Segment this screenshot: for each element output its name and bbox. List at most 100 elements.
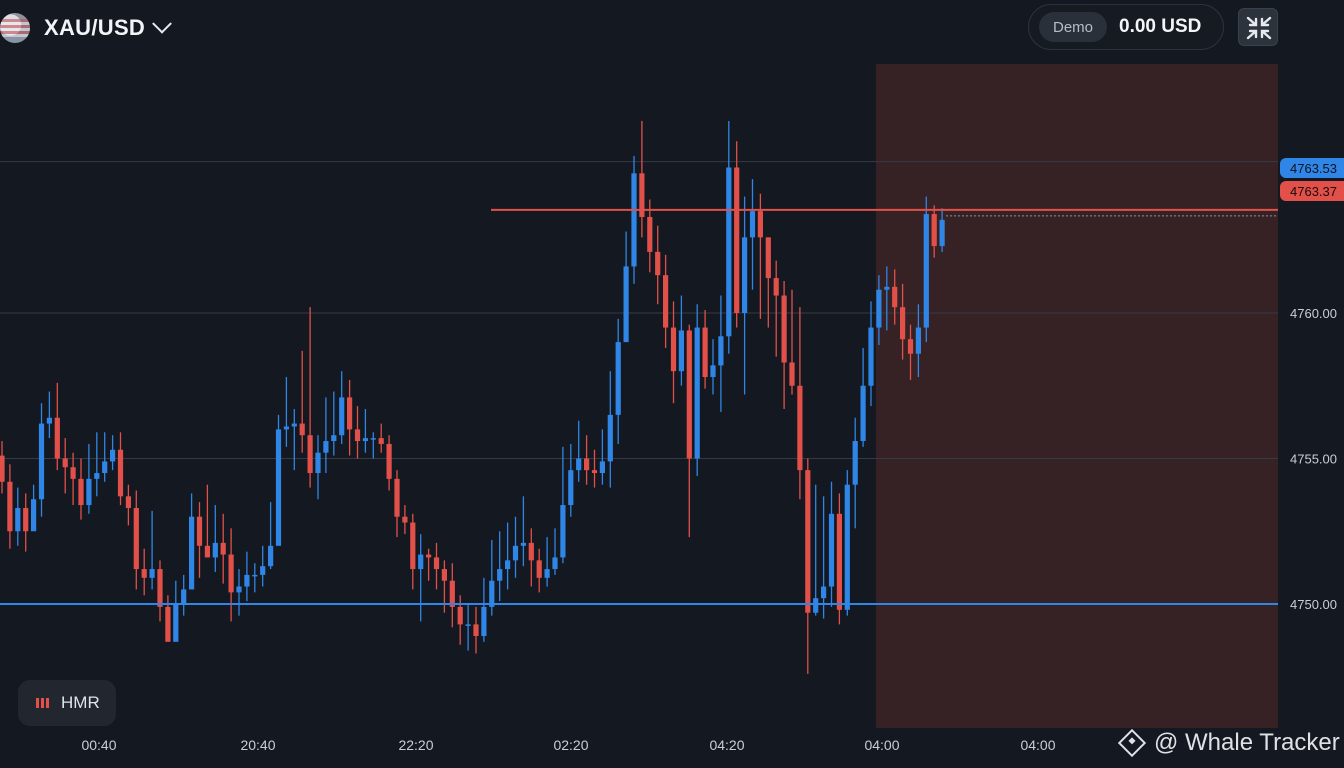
symbol-selector[interactable]: XAU/USD xyxy=(0,8,173,48)
candle xyxy=(773,260,779,357)
y-axis-labels: 4750.00 4755.00 4760.00 4763.53 4763.37 xyxy=(1280,158,1344,612)
candle xyxy=(46,391,52,439)
candle xyxy=(473,606,479,654)
candle xyxy=(694,304,700,476)
y-tick-label: 4760.00 xyxy=(1290,306,1337,321)
candle xyxy=(331,391,337,456)
candle xyxy=(884,266,890,331)
candle xyxy=(726,120,732,354)
candlesticks xyxy=(0,120,945,674)
candle xyxy=(915,304,921,378)
account-balance-pill[interactable]: Demo 0.00 USD xyxy=(1028,4,1224,50)
candle xyxy=(552,528,558,575)
candle xyxy=(655,225,661,305)
candle xyxy=(418,534,424,622)
candle xyxy=(173,580,179,642)
candle xyxy=(402,505,408,535)
candle xyxy=(710,339,716,395)
candle xyxy=(252,563,258,593)
watermark: @ Whale Tracker xyxy=(1117,728,1340,758)
candle xyxy=(220,513,226,584)
candle xyxy=(639,120,645,238)
svg-text:4763.37: 4763.37 xyxy=(1290,184,1337,199)
candle xyxy=(133,490,139,590)
candle xyxy=(923,196,929,343)
resistance-price-tag: 4763.37 xyxy=(1280,181,1344,201)
candle xyxy=(386,435,392,491)
candle xyxy=(410,513,416,590)
candle xyxy=(23,493,29,552)
candle xyxy=(78,458,84,520)
candle xyxy=(307,307,313,488)
collapse-button[interactable] xyxy=(1238,8,1278,46)
candle xyxy=(900,283,906,360)
candle xyxy=(315,435,321,500)
candle xyxy=(110,435,116,471)
candle xyxy=(663,254,669,348)
candle xyxy=(54,382,60,471)
indicator-chip[interactable]: HMR xyxy=(18,680,116,726)
candle xyxy=(805,458,811,674)
candle xyxy=(576,420,582,482)
candle xyxy=(844,470,850,616)
demo-badge[interactable]: Demo xyxy=(1039,12,1108,42)
candle xyxy=(607,371,613,488)
candle xyxy=(362,409,368,453)
indicator-label: HMR xyxy=(61,693,100,712)
candle xyxy=(7,464,13,549)
candle xyxy=(260,545,266,587)
candle xyxy=(781,280,787,410)
candle xyxy=(813,484,819,616)
x-tick-label: 22:20 xyxy=(398,737,433,753)
candle xyxy=(860,347,866,447)
chevron-down-icon xyxy=(152,13,173,34)
watermark-text: @ Whale Tracker xyxy=(1154,729,1340,756)
candle xyxy=(189,493,195,590)
candle xyxy=(892,269,898,325)
candle xyxy=(749,179,756,290)
candle xyxy=(797,307,803,500)
candle xyxy=(497,531,503,602)
candle xyxy=(62,438,68,494)
xau-usd-flag-icon xyxy=(0,13,30,43)
candle xyxy=(165,595,171,642)
candle xyxy=(70,452,76,506)
candle xyxy=(828,481,835,607)
candle xyxy=(102,432,108,482)
candle xyxy=(38,403,45,517)
candle xyxy=(378,423,384,453)
candle xyxy=(520,496,526,567)
candle xyxy=(631,155,637,284)
candle xyxy=(212,505,218,572)
candle xyxy=(347,379,353,456)
candle xyxy=(125,484,131,526)
candle xyxy=(789,289,795,395)
collapse-arrows-icon xyxy=(1246,16,1272,40)
candle xyxy=(157,560,163,622)
candle xyxy=(426,548,432,581)
candle xyxy=(181,574,187,616)
x-tick-label: 04:00 xyxy=(1020,737,1055,753)
candle xyxy=(852,417,858,529)
candle xyxy=(299,350,305,453)
candle xyxy=(623,231,629,343)
candle xyxy=(670,301,677,404)
candle xyxy=(449,563,455,628)
candle xyxy=(686,324,692,538)
candle xyxy=(591,449,598,488)
candle xyxy=(528,528,534,587)
candle xyxy=(512,516,519,578)
candle xyxy=(931,205,937,258)
candle xyxy=(876,275,882,346)
candles-icon xyxy=(36,698,49,708)
x-tick-label: 04:20 xyxy=(709,737,744,753)
x-tick-label: 04:00 xyxy=(864,737,899,753)
candle xyxy=(544,537,550,587)
candle xyxy=(702,310,708,389)
x-tick-label: 00:40 xyxy=(81,737,116,753)
x-axis-labels: 00:40 20:40 22:20 02:20 04:20 04:00 04:00 xyxy=(81,737,1055,753)
balance-value: 0.00 USD xyxy=(1119,16,1202,37)
binance-logo-icon xyxy=(1117,728,1147,758)
price-levels xyxy=(0,208,1278,605)
